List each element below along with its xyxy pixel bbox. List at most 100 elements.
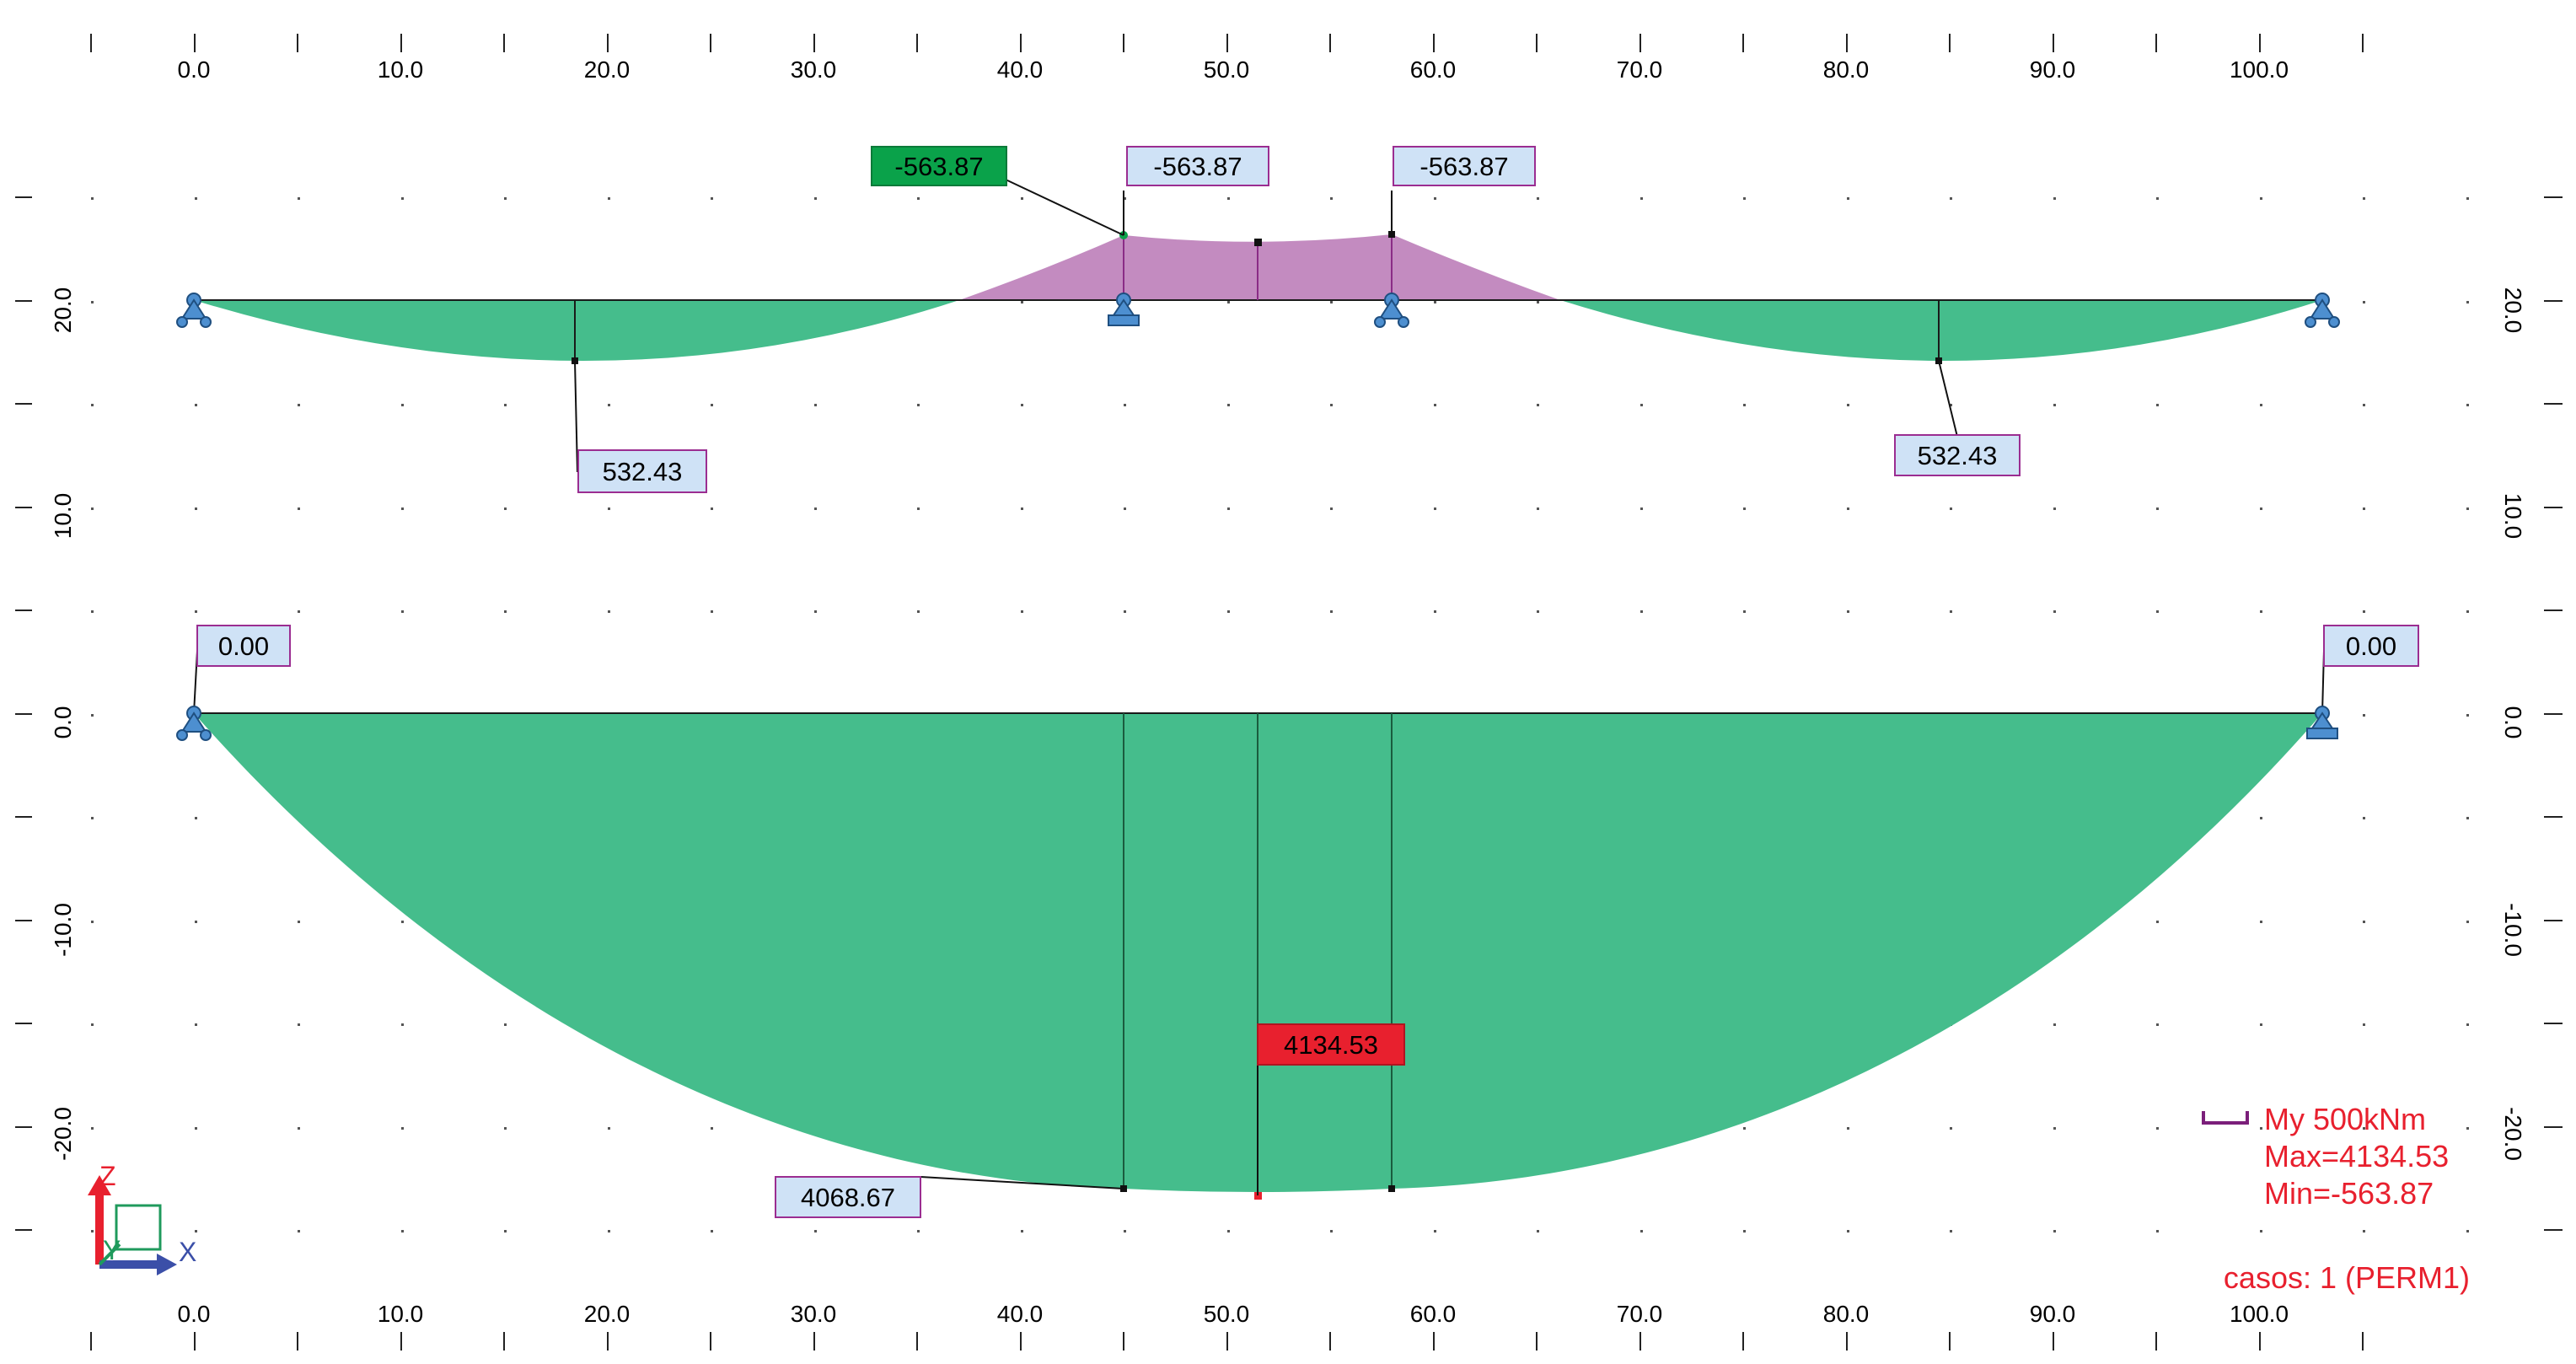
grid-dot	[195, 1023, 197, 1026]
grid-dot	[814, 507, 817, 510]
grid-dot	[401, 197, 404, 200]
grid-dot	[608, 404, 610, 406]
grid-dot	[2363, 404, 2365, 406]
y-tick-label: -20.0	[2500, 1107, 2526, 1161]
grid-dot	[91, 610, 94, 613]
x-tick-label: 50.0	[1204, 56, 1250, 83]
grid-dot	[91, 921, 94, 923]
grid-dot	[608, 507, 610, 510]
grid-dot	[401, 1127, 404, 1130]
x-tick-label: 70.0	[1617, 56, 1663, 83]
z-axis-label: Z	[99, 1161, 116, 1191]
grid-dot	[298, 1127, 300, 1130]
grid-dot	[2260, 507, 2262, 510]
x-tick-label: 30.0	[791, 1301, 837, 1327]
grid-dot	[2466, 921, 2469, 923]
grid-dot	[814, 1230, 817, 1232]
grid-dot	[917, 610, 920, 613]
grid-dot	[195, 197, 197, 200]
grid-dot	[2053, 610, 2056, 613]
svg-text:0.00: 0.00	[218, 631, 269, 661]
pin-support-icon	[176, 706, 212, 741]
grid-dot	[1330, 197, 1333, 200]
grid-dot	[2466, 610, 2469, 613]
grid-dot	[2363, 301, 2365, 303]
grid-dot	[91, 197, 94, 200]
grid-dot	[504, 610, 507, 613]
grid-dot	[1847, 1127, 1849, 1130]
grid-dot	[298, 610, 300, 613]
grid-dot	[298, 404, 300, 406]
x-tick-label: 100.0	[2230, 56, 2289, 83]
x-tick-label: 100.0	[2230, 1301, 2289, 1327]
grid-dot	[1330, 1230, 1333, 1232]
grid-dot	[1847, 197, 1849, 200]
grid-dot	[91, 1023, 94, 1026]
grid-dot	[2053, 404, 2056, 406]
moment-value-label: -563.87	[1126, 146, 1269, 186]
grid-dot	[401, 1023, 404, 1026]
grid-dot	[1537, 197, 1539, 200]
x-tick-label: 0.0	[178, 1301, 211, 1327]
grid-dot	[2363, 1023, 2365, 1026]
grid-dot	[1434, 507, 1436, 510]
fixed-support-icon	[1108, 293, 1140, 326]
grid-dot	[608, 610, 610, 613]
moment-value-label: 0.00	[196, 625, 291, 667]
lower-beam-diagram: 0.00 0.00 4068.67 4134.53	[176, 625, 2419, 1218]
grid-dot	[2466, 404, 2469, 406]
x-tick-label: 10.0	[378, 56, 424, 83]
bottom-x-axis: 0.0 10.0 20.0 30.0 40.0 50.0 60.0 70.0 8…	[178, 1301, 2289, 1327]
grid-dot	[2363, 817, 2365, 819]
x-tick-label: 40.0	[997, 1301, 1044, 1327]
grid-dot	[2156, 1023, 2159, 1026]
y-tick-label: -20.0	[50, 1107, 76, 1161]
grid-dot	[2260, 1230, 2262, 1232]
grid-dot	[2053, 1023, 2056, 1026]
moment-value-label: 0.00	[2323, 625, 2419, 667]
x-tick-label: 40.0	[997, 56, 1044, 83]
grid-dot	[608, 1127, 610, 1130]
grid-dot	[91, 404, 94, 406]
grid-dot	[2466, 1023, 2469, 1026]
grid-dot	[2156, 1230, 2159, 1232]
grid-dot	[1640, 1230, 1643, 1232]
y-tick-label: -10.0	[2500, 903, 2526, 957]
grid-dot	[2260, 1127, 2262, 1130]
grid-dot	[2466, 301, 2469, 303]
ruler-ticks	[15, 34, 2563, 1351]
left-y-axis: 20.0 10.0 0.0 -10.0 -20.0	[50, 287, 76, 1161]
grid-dot	[91, 507, 94, 510]
grid-dot	[1640, 610, 1643, 613]
grid-dot	[2363, 610, 2365, 613]
leader-line	[1938, 360, 1958, 438]
grid-dot	[504, 404, 507, 406]
grid-dot	[1021, 610, 1023, 613]
grid-dot	[91, 714, 94, 717]
pin-support-icon	[2305, 293, 2340, 328]
section-point	[1254, 239, 1262, 246]
svg-text:532.43: 532.43	[1918, 441, 1998, 470]
grid-dot	[401, 404, 404, 406]
grid-dot	[1330, 301, 1333, 303]
grid-dot	[2156, 197, 2159, 200]
grid-dot	[2156, 404, 2159, 406]
grid-dot	[2260, 921, 2262, 923]
grid-dot	[2466, 714, 2469, 717]
grid-dot	[1640, 404, 1643, 406]
grid-dot	[814, 610, 817, 613]
grid-dot	[2156, 1127, 2159, 1130]
top-x-axis: 0.0 10.0 20.0 30.0 40.0 50.0 60.0 70.0 8…	[178, 56, 2289, 83]
grid-dot	[1434, 301, 1436, 303]
svg-text:-563.87: -563.87	[894, 152, 983, 181]
grid-dot	[1227, 301, 1230, 303]
grid-dot	[504, 507, 507, 510]
grid-dot	[298, 507, 300, 510]
x-tick-label: 0.0	[178, 56, 211, 83]
grid-dot	[401, 1230, 404, 1232]
grid-dot	[2053, 1230, 2056, 1232]
scale-bracket-icon	[2202, 1111, 2249, 1125]
grid-dot	[2466, 197, 2469, 200]
grid-dot	[1227, 404, 1230, 406]
grid-dot	[917, 404, 920, 406]
